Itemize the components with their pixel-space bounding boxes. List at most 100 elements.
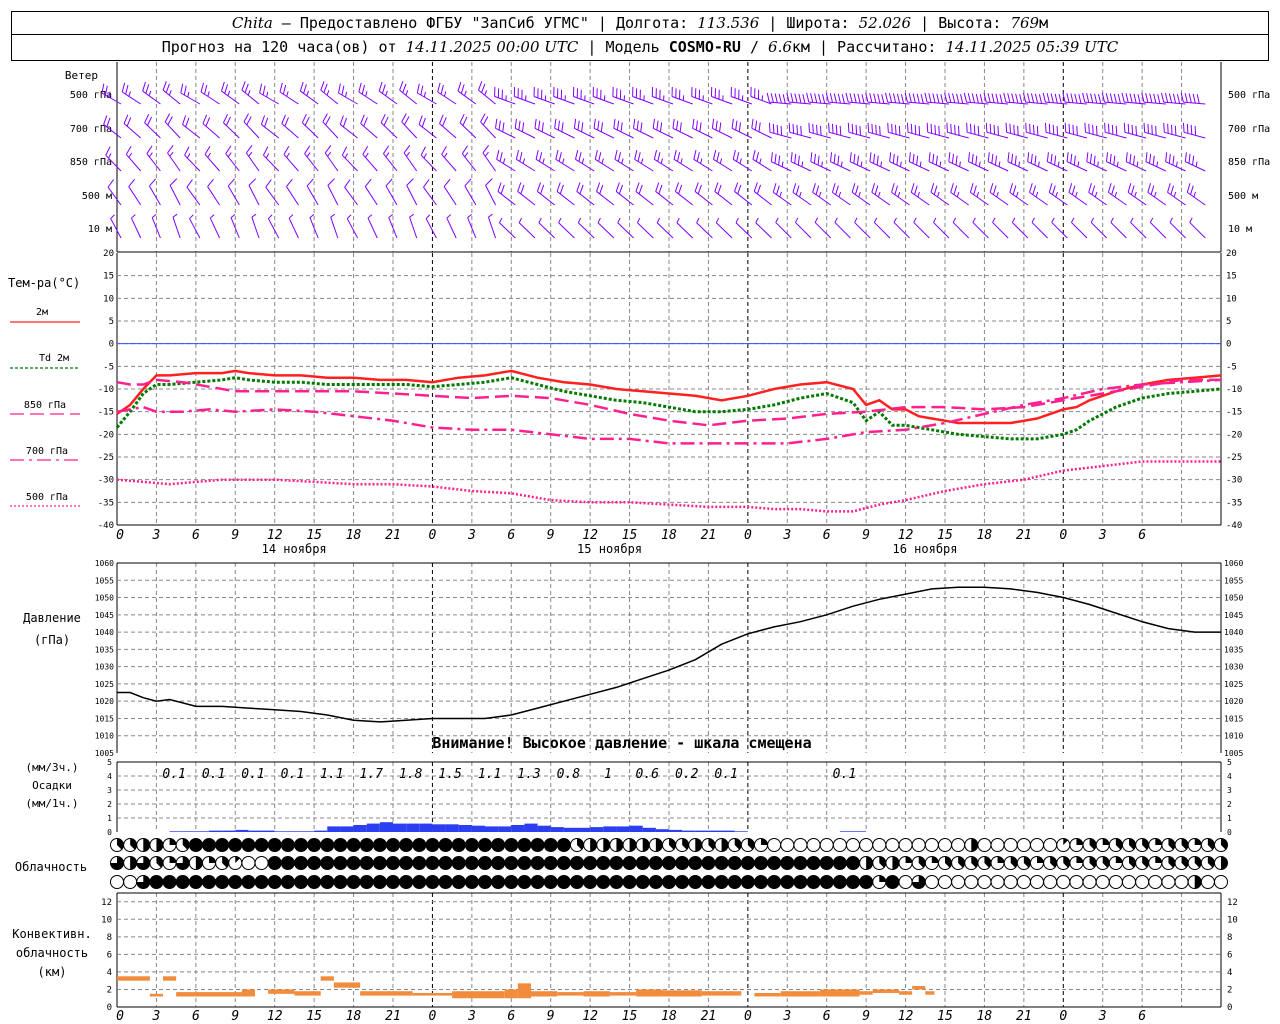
cloud-circle bbox=[754, 856, 768, 870]
cloud-symbol bbox=[832, 838, 847, 852]
convective-bar bbox=[859, 991, 873, 995]
wind-barb-half bbox=[917, 191, 920, 198]
wind-barb-flag bbox=[578, 152, 582, 162]
wind-barb-flag bbox=[971, 153, 974, 164]
wind-barb-staff bbox=[887, 101, 910, 105]
precip-3h-total: 1.8 bbox=[399, 767, 423, 782]
wind-barb-flag bbox=[420, 85, 424, 96]
cloud-fill bbox=[1102, 838, 1110, 845]
cloud-circle bbox=[333, 875, 348, 889]
precip-3h-total: 0.1 bbox=[833, 767, 856, 782]
time-tick-label: 18 bbox=[661, 528, 677, 543]
wind-barb-flag bbox=[519, 152, 523, 162]
wind-barb-flag bbox=[1184, 152, 1187, 162]
wind-barb-flag bbox=[518, 120, 521, 131]
wind-barb-half bbox=[998, 161, 1001, 167]
wind-barb-flag bbox=[183, 85, 187, 96]
cloud-fill bbox=[1181, 856, 1189, 868]
wind-barb-flag bbox=[581, 122, 584, 132]
cloud-circle bbox=[267, 838, 282, 852]
cloud-circle bbox=[202, 875, 216, 889]
cloud-fill bbox=[1129, 856, 1136, 868]
temp-tick-right: -25 bbox=[1226, 453, 1242, 463]
cloud-symbol bbox=[464, 856, 479, 870]
convective-bar bbox=[557, 992, 584, 996]
time-tick-label: 3 bbox=[1098, 528, 1107, 543]
wind-barb-staff bbox=[656, 222, 674, 239]
cloud-circle bbox=[280, 875, 295, 889]
cloud-fill bbox=[1023, 856, 1031, 868]
wind-barb-half bbox=[877, 191, 881, 198]
wind-barb-staff bbox=[676, 222, 694, 239]
wind-barb-flag bbox=[963, 92, 967, 103]
wind-barb-flag bbox=[1064, 122, 1067, 133]
wind-barb-flag bbox=[105, 146, 111, 156]
cloud-symbol bbox=[990, 875, 1005, 889]
wind-barb-flag bbox=[798, 93, 802, 104]
model-sep: / bbox=[740, 38, 769, 56]
wind-barb-flag bbox=[676, 120, 679, 131]
cloud-fill bbox=[642, 838, 650, 852]
cloud-symbol bbox=[1135, 856, 1150, 870]
convective-bar bbox=[333, 982, 361, 988]
wind-barb-staff bbox=[891, 191, 910, 206]
cloud-symbol bbox=[648, 856, 663, 870]
wind-barb-staff bbox=[694, 191, 713, 206]
wind-barb-flag bbox=[461, 145, 468, 154]
wind-barb-staff bbox=[1163, 101, 1186, 105]
wind-barb-flag bbox=[1190, 185, 1194, 195]
wind-barb-staff bbox=[209, 217, 221, 239]
cloud-circle bbox=[951, 875, 966, 889]
cloud-symbol bbox=[609, 856, 624, 870]
wind-barb-staff bbox=[972, 222, 989, 239]
wind-barb-half bbox=[840, 161, 843, 167]
wind-barb-flag bbox=[835, 185, 839, 195]
wind-barb-staff bbox=[1006, 131, 1028, 139]
wind-barb-flag bbox=[930, 123, 933, 134]
wind-barb-half bbox=[443, 91, 447, 97]
wind-barb-flag bbox=[971, 93, 975, 103]
cloud-circle bbox=[767, 856, 782, 870]
wind-barb-staff bbox=[225, 153, 240, 172]
wind-barb-staff bbox=[251, 217, 260, 239]
cloud-symbol bbox=[136, 875, 151, 889]
wind-barb-staff bbox=[868, 131, 890, 139]
wind-barb-flag bbox=[200, 82, 204, 93]
wind-barb-flag bbox=[1143, 122, 1146, 133]
wind-barb-staff bbox=[1029, 191, 1048, 206]
cloud-circle bbox=[412, 875, 427, 889]
cloud-symbol bbox=[964, 856, 979, 870]
wind-barb-flag bbox=[341, 146, 348, 156]
wind-barb-flag bbox=[891, 123, 893, 134]
wind-barb-half bbox=[443, 152, 448, 158]
cloud-symbol bbox=[320, 875, 335, 889]
wind-barb-flag bbox=[378, 81, 383, 92]
wind-barb-staff bbox=[406, 185, 418, 206]
wind-barb-flag bbox=[279, 82, 283, 93]
cloud-circle bbox=[504, 838, 519, 852]
wind-barb-flag bbox=[1176, 94, 1181, 104]
cloud-circle bbox=[399, 875, 414, 889]
wind-barb-flag bbox=[1034, 155, 1037, 166]
wind-barb-flag bbox=[694, 182, 699, 192]
wind-barb-half bbox=[1156, 161, 1159, 167]
wind-barb-staff bbox=[928, 161, 950, 172]
wind-barb-flag bbox=[167, 145, 174, 154]
wind-barb-staff bbox=[1007, 161, 1029, 172]
wind-barb-flag bbox=[1145, 93, 1149, 103]
wind-barb-staff bbox=[459, 122, 477, 139]
wind-barb-flag bbox=[967, 93, 971, 103]
wind-barb-flag bbox=[1111, 185, 1115, 195]
wind-barb-staff bbox=[851, 191, 871, 206]
cloud-fill bbox=[1063, 856, 1070, 868]
wind-barb-flag bbox=[924, 92, 928, 103]
wind-barb-staff bbox=[966, 101, 989, 105]
wind-barb-flag bbox=[896, 93, 901, 104]
wind-barb-flag bbox=[816, 124, 818, 135]
cloud-symbol bbox=[1003, 838, 1018, 852]
wind-barb-flag bbox=[995, 93, 999, 104]
wind-barb-flag bbox=[613, 118, 616, 129]
bottom-time-tick-label: 0 bbox=[429, 1009, 437, 1024]
cloud-circle bbox=[241, 838, 256, 852]
